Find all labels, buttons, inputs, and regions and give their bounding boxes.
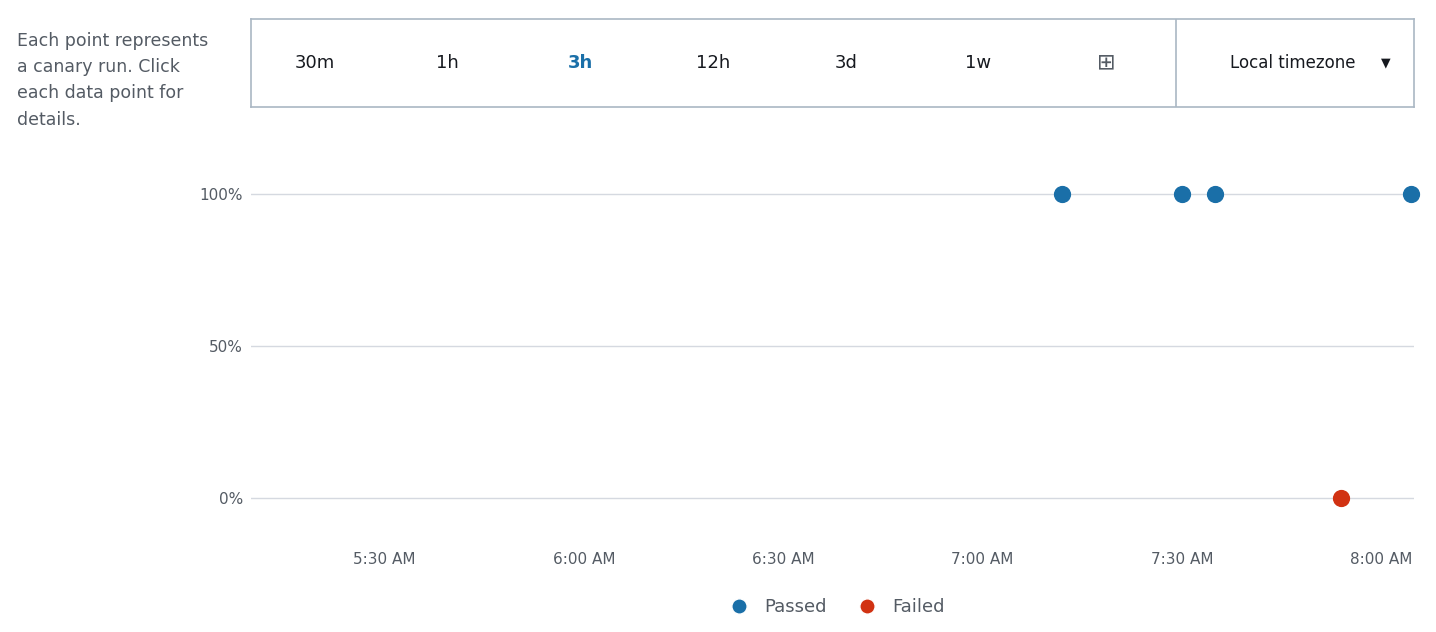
Text: 3h: 3h — [567, 54, 593, 72]
Text: 12h: 12h — [696, 54, 729, 72]
Text: 1w: 1w — [965, 54, 991, 72]
Text: 30m: 30m — [296, 54, 336, 72]
Text: ⊞: ⊞ — [1097, 53, 1116, 73]
Text: Local timezone: Local timezone — [1229, 54, 1356, 72]
Legend: Passed, Failed: Passed, Failed — [714, 591, 952, 624]
Text: 1h: 1h — [437, 54, 460, 72]
Point — [1400, 189, 1423, 199]
Text: Each point represents
a canary run. Click
each data point for
details.: Each point represents a canary run. Clic… — [17, 32, 208, 129]
Point — [1170, 189, 1193, 199]
Text: ▼: ▼ — [1380, 57, 1390, 70]
Point — [1203, 189, 1226, 199]
Point — [1051, 189, 1074, 199]
Point — [1330, 493, 1353, 503]
Text: 3d: 3d — [834, 54, 857, 72]
